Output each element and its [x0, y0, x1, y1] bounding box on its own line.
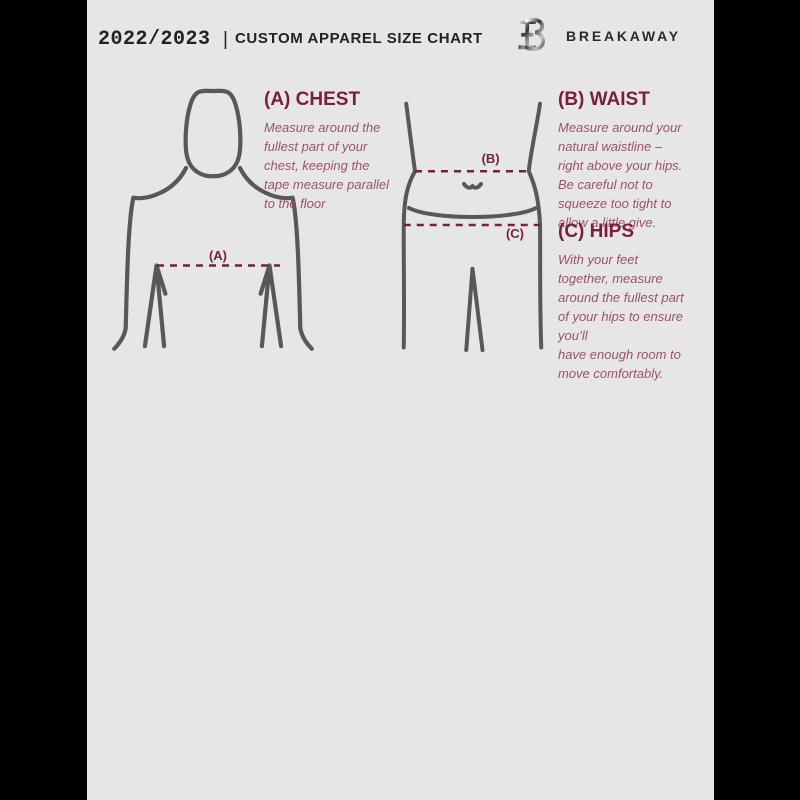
- svg-text:(C): (C): [506, 226, 524, 241]
- svg-text:(A): (A): [209, 248, 227, 263]
- svg-text:(B): (B): [482, 151, 500, 166]
